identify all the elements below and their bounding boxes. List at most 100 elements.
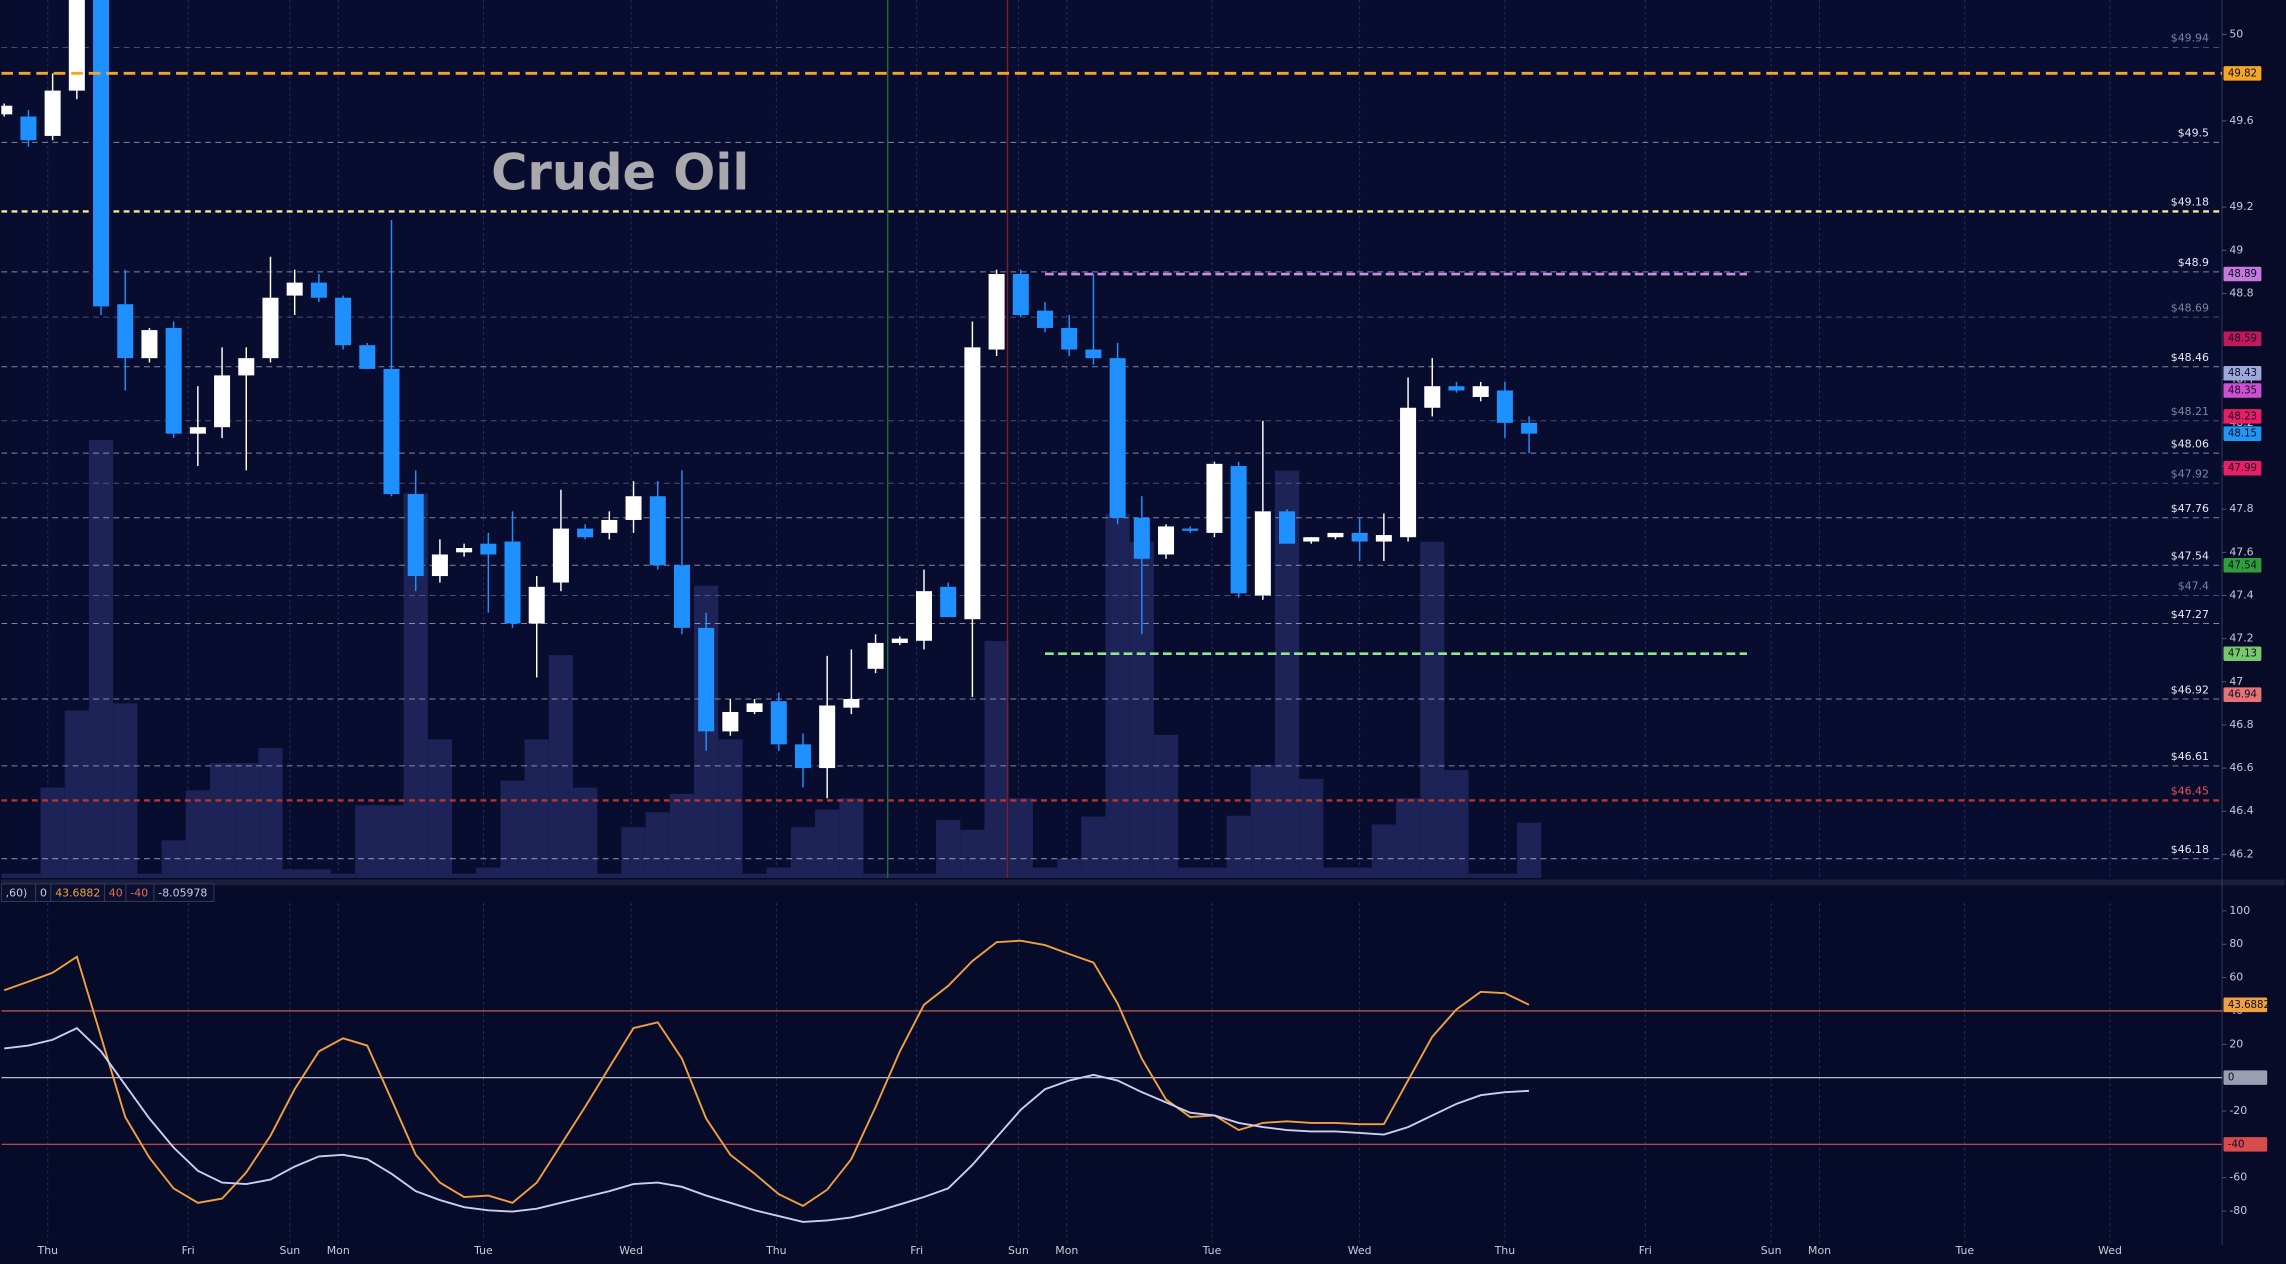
volume-bar bbox=[984, 641, 1009, 879]
volume-bar bbox=[718, 739, 743, 879]
volume-bar bbox=[1, 873, 17, 879]
value-box-label: 48.43 bbox=[2228, 368, 2257, 379]
x-tick-label: Mon bbox=[327, 1244, 350, 1257]
candle-body bbox=[310, 282, 327, 298]
y-tick-label: 49.6 bbox=[2229, 114, 2253, 127]
status-text: 43.6882 bbox=[55, 886, 100, 899]
y-tick-label: 46.6 bbox=[2229, 761, 2253, 774]
candle-body bbox=[1279, 511, 1296, 544]
status-text: ,60) bbox=[6, 886, 28, 899]
oscillator-line bbox=[4, 1026, 1530, 1223]
value-box-label: 47.54 bbox=[2228, 560, 2257, 571]
x-tick-label: Fri bbox=[1639, 1244, 1652, 1257]
candle-body bbox=[44, 90, 61, 136]
level-label: $47.4 bbox=[2178, 580, 2209, 593]
candle-body bbox=[988, 274, 1005, 350]
candle-body bbox=[189, 427, 206, 434]
candle-body bbox=[1254, 511, 1271, 596]
oscillator-line bbox=[3, 939, 1530, 1207]
value-box bbox=[2223, 383, 2262, 398]
volume-bar bbox=[1468, 873, 1493, 879]
level-label: $46.45 bbox=[2171, 785, 2209, 798]
status-text: -8.05978 bbox=[158, 886, 207, 899]
candle-body bbox=[117, 304, 134, 359]
y-tick-label: 80 bbox=[2229, 937, 2243, 950]
x-tick-label: Mon bbox=[1808, 1244, 1831, 1257]
value-box-label: 47.13 bbox=[2228, 649, 2257, 660]
volume-bar bbox=[1395, 798, 1421, 879]
candle-body bbox=[1400, 407, 1417, 538]
level-label: $48.06 bbox=[2171, 437, 2209, 450]
volume-bar bbox=[306, 869, 331, 879]
candle-body bbox=[1133, 517, 1150, 559]
volume-bar bbox=[88, 439, 114, 879]
volume-bar bbox=[766, 867, 791, 879]
volume-bar bbox=[427, 739, 453, 879]
candle-body bbox=[891, 638, 908, 643]
volume-bar bbox=[742, 873, 767, 879]
candle-body bbox=[625, 496, 642, 520]
y-tick-label: 60 bbox=[2229, 971, 2243, 984]
candle-body bbox=[165, 327, 182, 434]
candle-body bbox=[698, 627, 715, 732]
volume-bar bbox=[645, 812, 670, 879]
candle-body bbox=[1351, 532, 1368, 542]
candle-body bbox=[1, 105, 13, 115]
level-label: $46.18 bbox=[2171, 843, 2209, 856]
candle-body bbox=[480, 543, 497, 555]
volume-bar bbox=[40, 787, 65, 879]
candle-body bbox=[722, 711, 739, 732]
level-label: $47.76 bbox=[2171, 502, 2209, 515]
volume-bar bbox=[573, 787, 598, 879]
candle-body bbox=[770, 701, 787, 745]
candle-body bbox=[1472, 386, 1489, 397]
candle-body bbox=[1424, 386, 1441, 408]
volume-bar bbox=[209, 763, 235, 879]
volume-bar bbox=[1153, 734, 1179, 879]
volume-bar bbox=[258, 748, 283, 879]
candle-body bbox=[1230, 466, 1247, 594]
x-tick-label: Mon bbox=[1055, 1244, 1078, 1257]
volume-bar bbox=[1444, 770, 1469, 879]
volume-bar bbox=[1057, 858, 1082, 879]
candle-body bbox=[407, 494, 424, 577]
y-tick-label: -60 bbox=[2229, 1171, 2247, 1184]
volume-bar bbox=[1299, 778, 1324, 879]
oscillator-plot bbox=[1, 902, 2223, 1246]
volume-bar bbox=[1178, 867, 1203, 879]
candle-body bbox=[843, 699, 860, 708]
volume-bar bbox=[452, 873, 477, 879]
volume-bar bbox=[185, 790, 210, 879]
status-cell bbox=[153, 883, 215, 902]
value-box-label: 48.35 bbox=[2228, 386, 2257, 397]
candle-body bbox=[1496, 390, 1513, 423]
volume-bar bbox=[64, 710, 89, 879]
volume-bar bbox=[1371, 824, 1396, 879]
candle-body bbox=[915, 591, 932, 641]
candle-body bbox=[1375, 535, 1392, 542]
volume-bar bbox=[597, 873, 622, 879]
price-plot bbox=[1, 0, 2223, 879]
candle-body bbox=[673, 565, 690, 628]
candle-body bbox=[141, 330, 158, 359]
level-label: $48.69 bbox=[2171, 301, 2209, 314]
volume-bar bbox=[936, 820, 961, 879]
candle-body bbox=[940, 586, 957, 618]
candle-body bbox=[746, 703, 763, 712]
candle-body bbox=[1085, 349, 1102, 359]
volume-bar bbox=[500, 780, 525, 879]
candle-body bbox=[794, 744, 811, 769]
value-box bbox=[2223, 646, 2262, 662]
volume-bar bbox=[1420, 541, 1445, 879]
level-label: $48.9 bbox=[2178, 256, 2209, 269]
candle-body bbox=[286, 282, 303, 296]
value-box-label: 46.94 bbox=[2228, 690, 2257, 701]
candle-body bbox=[601, 519, 618, 533]
value-box bbox=[2223, 557, 2262, 573]
candle-body bbox=[649, 496, 666, 566]
candle-body bbox=[964, 347, 981, 620]
level-label: $46.92 bbox=[2171, 683, 2209, 696]
y-tick-label: 49 bbox=[2229, 243, 2243, 256]
x-tick-label: Fri bbox=[910, 1244, 923, 1257]
x-tick-label: Wed bbox=[2098, 1244, 2122, 1257]
